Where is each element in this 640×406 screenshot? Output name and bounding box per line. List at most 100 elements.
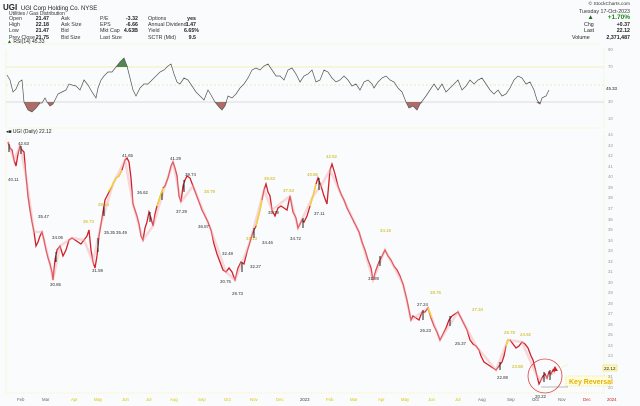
svg-text:90: 90 bbox=[608, 47, 613, 52]
svg-text:32: 32 bbox=[608, 259, 613, 264]
svg-text:Oct: Oct bbox=[532, 397, 539, 402]
svg-text:Sep: Sep bbox=[198, 397, 206, 402]
svg-text:32.27: 32.27 bbox=[250, 264, 262, 269]
svg-text:23.88: 23.88 bbox=[512, 364, 524, 369]
svg-text:Nov: Nov bbox=[558, 397, 566, 402]
high-value: 22.18 bbox=[35, 22, 49, 29]
svg-text:21: 21 bbox=[608, 374, 613, 379]
change-value: +0.37 bbox=[616, 21, 630, 28]
svg-text:37.53: 37.53 bbox=[283, 188, 295, 193]
svg-text:Key Reversal: Key Reversal bbox=[569, 379, 613, 386]
svg-text:42.63: 42.63 bbox=[18, 141, 30, 146]
svg-text:2024: 2024 bbox=[607, 397, 617, 402]
company-name: UGI Corp Holding Co. bbox=[20, 6, 80, 12]
svg-text:22.12: 22.12 bbox=[604, 366, 616, 371]
svg-text:35.79: 35.79 bbox=[268, 210, 280, 215]
svg-text:Mar: Mar bbox=[350, 397, 358, 402]
svg-text:25: 25 bbox=[608, 332, 613, 337]
options-value: yes bbox=[187, 16, 196, 22]
svg-text:Jun: Jun bbox=[122, 397, 130, 402]
svg-text:26.23: 26.23 bbox=[420, 328, 432, 333]
symbol: UGI bbox=[3, 3, 18, 12]
svg-text:Sep: Sep bbox=[507, 397, 515, 402]
svg-text:34.06: 34.06 bbox=[52, 235, 64, 240]
svg-text:Mar: Mar bbox=[42, 397, 50, 402]
svg-text:33.13: 33.13 bbox=[246, 236, 258, 241]
rsi-y-axis: 90 70 30 10 bbox=[608, 47, 613, 121]
stats-column-1: Open 21.47 High 22.18 Low 21.47 Prev Close 2… bbox=[9, 16, 49, 41]
price-panel-title: ◂■ UGI (Daily) 22.12 bbox=[6, 129, 52, 135]
pe-value: -3.32 bbox=[125, 16, 138, 22]
svg-text:25.37: 25.37 bbox=[455, 341, 467, 346]
stats-column-4: Options yes Annual Dividend 1.47 Yield 6.65… bbox=[148, 16, 200, 41]
stats-column-3: P/E -3.32 EPS -6.66 Mkt Cap 4.63B Last Size bbox=[100, 16, 138, 41]
exchange: NYSE bbox=[80, 6, 98, 12]
svg-text:20: 20 bbox=[608, 385, 613, 390]
svg-text:38: 38 bbox=[608, 195, 613, 200]
price-candles bbox=[6, 141, 556, 386]
svg-text:35.35: 35.35 bbox=[104, 230, 116, 235]
svg-text:Jul: Jul bbox=[146, 397, 152, 402]
svg-text:27.24: 27.24 bbox=[417, 302, 429, 307]
quote-date: Tuesday 17-Oct-2023 bbox=[578, 8, 630, 15]
quote-header: UGI UGI Corp Holding Co. NYSE Utilities … bbox=[0, 0, 640, 45]
svg-text:30.75: 30.75 bbox=[220, 279, 232, 284]
svg-text:30: 30 bbox=[608, 99, 613, 104]
svg-text:40.11: 40.11 bbox=[8, 177, 19, 182]
quote-summary: © StockCharts.com Tuesday 17-Oct-2023 ▲ +… bbox=[572, 2, 630, 41]
svg-text:41.29: 41.29 bbox=[170, 156, 182, 161]
sector: Utilities / Gas Distribution bbox=[9, 11, 65, 17]
svg-text:Aug: Aug bbox=[170, 397, 178, 402]
svg-text:27: 27 bbox=[608, 311, 613, 316]
svg-text:Dec: Dec bbox=[583, 397, 591, 402]
svg-text:41: 41 bbox=[608, 164, 613, 169]
svg-text:35.49: 35.49 bbox=[116, 230, 128, 235]
svg-text:Nov: Nov bbox=[250, 397, 258, 402]
svg-text:Feb: Feb bbox=[326, 397, 334, 402]
price-annotations: 42.63 40.11 35.47 30.85 34.06 36.73 31.5… bbox=[8, 141, 547, 399]
svg-text:10: 10 bbox=[608, 116, 613, 121]
svg-text:32.48: 32.48 bbox=[222, 251, 234, 256]
rsi-title: ▲ RSI(14) 45.33 bbox=[7, 39, 45, 45]
svg-text:Jun: Jun bbox=[428, 397, 436, 402]
candlestick-icon: ◂■ bbox=[6, 129, 12, 135]
svg-text:35: 35 bbox=[608, 227, 613, 232]
change-percent: +1.70% bbox=[607, 14, 630, 22]
svg-text:26: 26 bbox=[608, 322, 613, 327]
svg-text:33: 33 bbox=[608, 248, 613, 253]
svg-text:24.92: 24.92 bbox=[520, 332, 532, 337]
svg-text:24: 24 bbox=[608, 343, 613, 348]
annual-dividend-value: 1.47 bbox=[185, 22, 196, 29]
svg-text:39.63: 39.63 bbox=[264, 176, 276, 181]
x-axis: Feb Mar Apr May Jun Jul Aug Sep Oct Nov … bbox=[17, 397, 617, 402]
svg-text:20.22: 20.22 bbox=[535, 394, 547, 399]
sctr-value: 9.5 bbox=[188, 34, 196, 41]
open-value: 21.47 bbox=[35, 16, 49, 22]
svg-text:2023: 2023 bbox=[300, 397, 310, 402]
svg-text:39.74: 39.74 bbox=[185, 172, 197, 177]
svg-text:May: May bbox=[401, 397, 410, 402]
svg-text:27.34: 27.34 bbox=[472, 307, 484, 312]
ticker-line: UGI UGI Corp Holding Co. NYSE bbox=[3, 3, 97, 12]
svg-text:May: May bbox=[94, 397, 103, 402]
svg-text:28: 28 bbox=[608, 301, 613, 306]
svg-text:Apr: Apr bbox=[378, 397, 385, 402]
svg-text:23: 23 bbox=[608, 353, 613, 358]
svg-text:44: 44 bbox=[608, 132, 613, 137]
svg-text:31.59: 31.59 bbox=[92, 268, 104, 273]
svg-text:28.76: 28.76 bbox=[430, 290, 442, 295]
rsi-panel bbox=[5, 48, 605, 129]
svg-text:Jul: Jul bbox=[455, 397, 461, 402]
eps-value: -6.66 bbox=[125, 22, 138, 29]
volume-value: 2,371,487 bbox=[606, 34, 630, 41]
svg-text:29.73: 29.73 bbox=[232, 291, 244, 296]
triangle-up-icon: ▲ bbox=[587, 14, 594, 22]
last-value: 22.12 bbox=[616, 28, 630, 35]
svg-text:40: 40 bbox=[608, 174, 613, 179]
svg-text:37.11: 37.11 bbox=[314, 211, 325, 216]
svg-text:31.89: 31.89 bbox=[368, 276, 380, 281]
svg-text:37: 37 bbox=[608, 206, 613, 211]
svg-text:34.72: 34.72 bbox=[290, 236, 302, 241]
svg-text:Apr: Apr bbox=[71, 397, 78, 402]
